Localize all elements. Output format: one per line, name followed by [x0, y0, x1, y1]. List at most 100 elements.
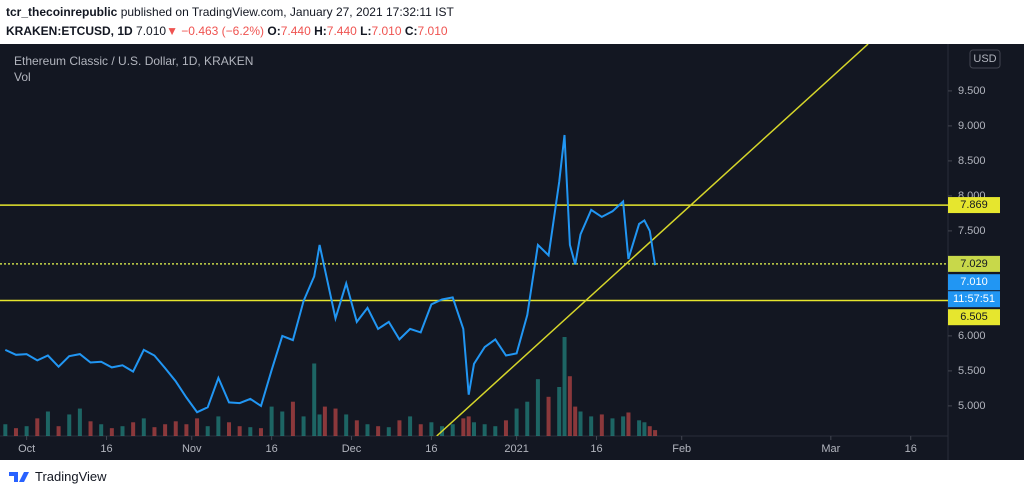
last: 7.010	[136, 24, 167, 38]
volume-bar	[621, 416, 626, 436]
published: published on TradingView.com, January 27…	[120, 5, 454, 19]
quote-line: KRAKEN:ETCUSD, 1D 7.010▼ −0.463 (−6.2%) …	[6, 22, 454, 41]
hline-tag-box	[948, 197, 1000, 214]
hline-tag: 7.869	[960, 199, 988, 211]
volume-bar	[280, 411, 285, 436]
h-label: H:	[314, 24, 327, 38]
volume-bar	[514, 408, 519, 436]
chart: Ethereum Classic / U.S. Dollar, 1D, KRAK…	[0, 44, 1024, 460]
volume-bar	[493, 426, 498, 436]
currency-box	[969, 49, 1001, 69]
brand: TradingView	[35, 469, 107, 484]
volume-bar	[290, 401, 295, 436]
volume-bar	[408, 416, 413, 436]
volume-bar	[205, 426, 210, 436]
y-tick-label: 9.000	[958, 120, 986, 132]
volume-bar	[472, 422, 476, 436]
publish-line: tcr_thecoinrepublic published on Trading…	[6, 3, 454, 22]
y-tick-label: 8.500	[958, 155, 986, 167]
volume-bar	[216, 416, 221, 436]
volume-bar	[386, 427, 391, 436]
countdown: 11:57:51	[953, 293, 995, 305]
y-tick-label: 5.000	[958, 400, 986, 412]
h: 7.440	[326, 24, 357, 38]
volume-bar	[466, 416, 471, 436]
volume-bar	[56, 426, 61, 436]
x-tick-label: 16	[590, 443, 602, 455]
volume-bar	[354, 420, 359, 436]
volume-bar	[195, 418, 200, 436]
hline-tag-box	[948, 309, 1000, 326]
y-tick-label: 5.500	[958, 365, 986, 377]
volume-bar	[599, 414, 604, 436]
x-tick-label: 16	[100, 443, 112, 455]
volume-bar	[258, 428, 263, 436]
volume-bar	[397, 420, 402, 436]
volume-bar	[301, 416, 306, 436]
x-tick-label: Oct	[18, 443, 35, 455]
volume-bar	[589, 416, 594, 436]
currency: USD	[973, 53, 996, 65]
volume-bar	[637, 420, 642, 436]
author: tcr_thecoinrepublic	[6, 5, 118, 19]
volume-bar	[503, 420, 508, 436]
x-tick-label: Feb	[672, 443, 691, 455]
volume-bar	[184, 424, 189, 436]
volume-bar	[525, 401, 530, 436]
volume-bar	[248, 427, 253, 436]
volume-bar	[237, 426, 242, 436]
o: 7.440	[280, 24, 311, 38]
volume-bar	[109, 428, 114, 436]
volume-bar	[322, 406, 327, 436]
volume-bar	[573, 406, 578, 436]
volume-bar	[626, 412, 631, 436]
volume-bar	[45, 411, 50, 436]
l-label: L:	[360, 24, 372, 38]
x-tick-label: 2021	[504, 443, 528, 455]
volume-bar	[535, 379, 540, 436]
volume-bar	[163, 424, 168, 436]
legend-vol: Vol	[14, 70, 31, 84]
volume-bar	[610, 418, 615, 436]
y-tick-label: 9.500	[958, 85, 986, 97]
volume-bar	[642, 422, 647, 436]
symbol: KRAKEN:ETCUSD, 1D	[6, 24, 133, 38]
volume-bar	[152, 427, 157, 436]
trend-line	[436, 44, 869, 436]
volume-bar	[562, 337, 567, 436]
volume-bar	[546, 396, 551, 436]
volume-bar	[88, 421, 93, 436]
last-price: 7.010	[960, 276, 988, 288]
volume-bar	[312, 363, 317, 436]
volume-bar	[67, 414, 72, 436]
volume-bar	[429, 422, 434, 436]
hline-tag: 7.029	[960, 258, 988, 270]
c-label: C:	[404, 24, 418, 38]
x-tick-label: 16	[425, 443, 437, 455]
volume-bar	[557, 387, 562, 436]
header: tcr_thecoinrepublic published on Trading…	[6, 3, 454, 41]
volume-bar	[24, 426, 29, 436]
volume-bar	[653, 430, 658, 436]
volume-bar	[578, 411, 583, 436]
volume-bar	[418, 424, 423, 436]
hline-tag: 6.505	[960, 311, 988, 323]
volume-bar	[365, 424, 370, 436]
volume-bar	[131, 422, 136, 436]
y-tick-label: 7.500	[958, 225, 986, 237]
x-tick-label: 16	[905, 443, 917, 455]
volume-bar	[344, 414, 349, 436]
plot	[0, 44, 948, 436]
c: 7.010	[417, 24, 448, 38]
volume-bar	[3, 424, 8, 436]
volume-bar	[173, 421, 178, 436]
x-tick-label: Mar	[821, 443, 840, 455]
volume-bar	[317, 414, 322, 436]
volume-bar	[120, 426, 125, 436]
volume-bar	[647, 426, 652, 436]
volume-bar	[35, 418, 40, 436]
o-label: O:	[267, 24, 281, 38]
volume-bar	[77, 408, 82, 436]
footer: TradingView	[8, 469, 107, 484]
